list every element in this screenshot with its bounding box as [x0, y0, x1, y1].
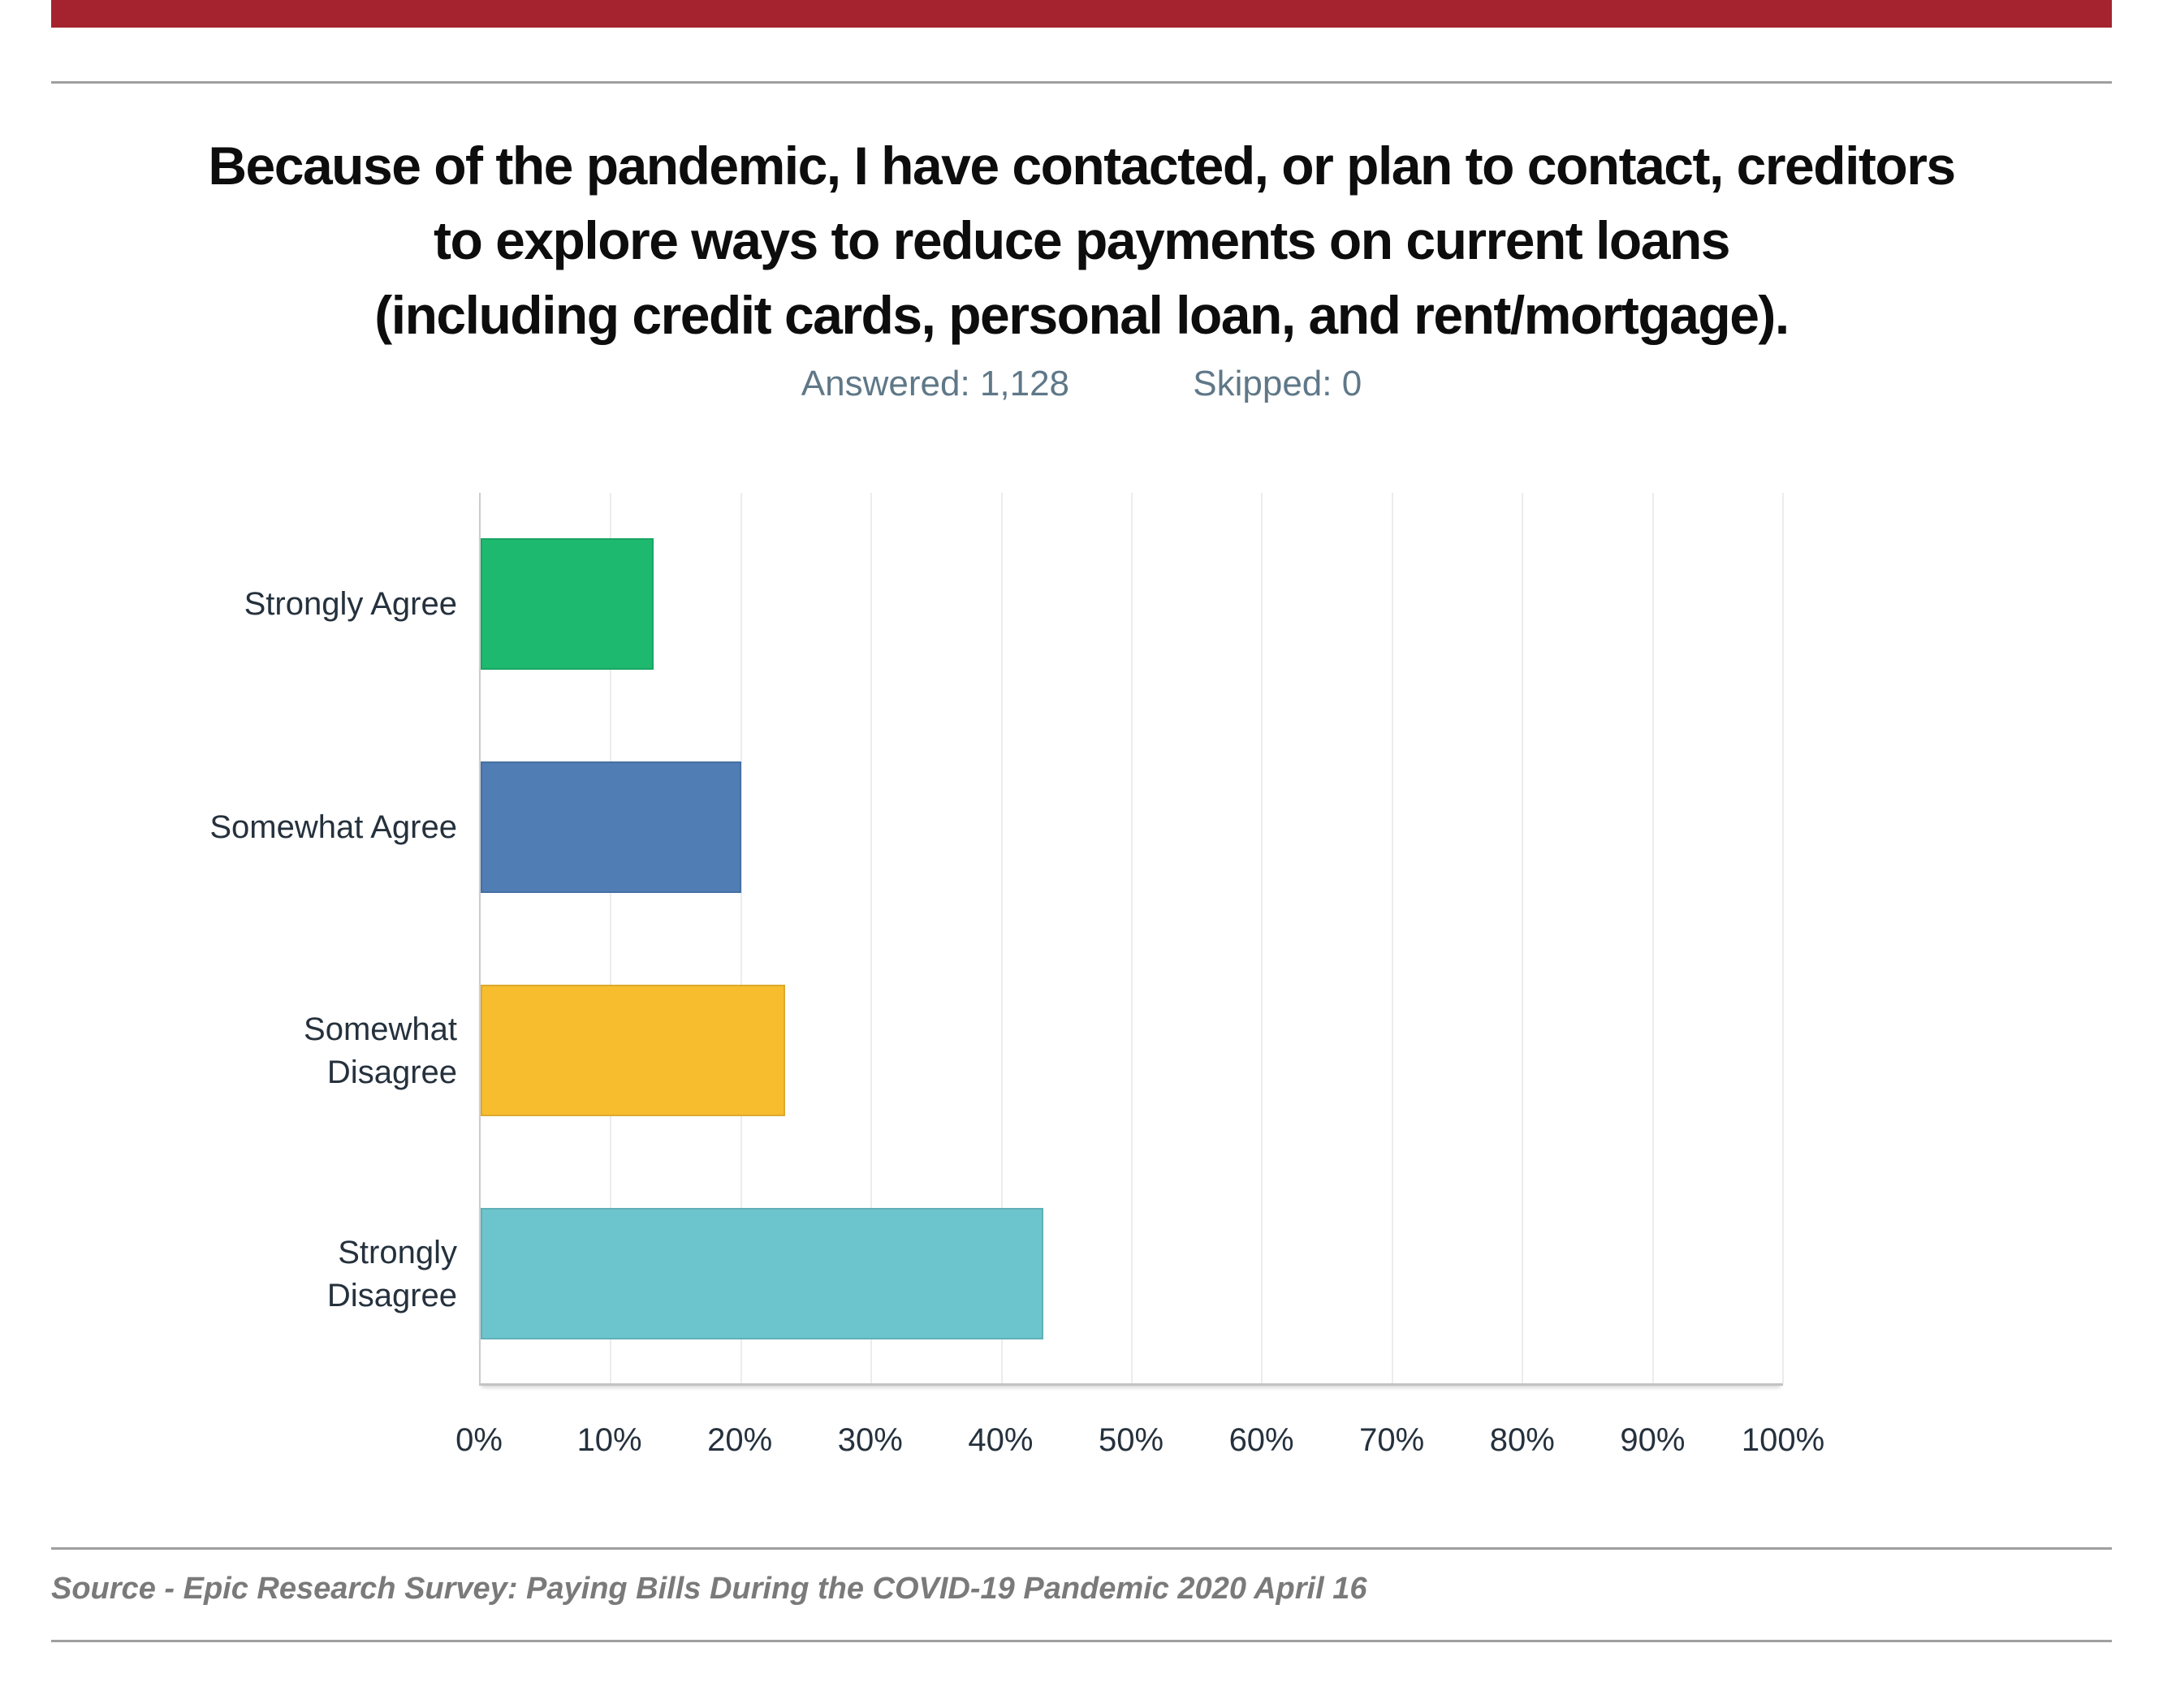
- gridline-20-: [740, 493, 742, 1383]
- gridline-80-: [1522, 493, 1524, 1383]
- x-tick-100-: 100%: [1741, 1422, 1825, 1458]
- x-tick-30-: 30%: [837, 1422, 903, 1458]
- bar-somewhat-agree: [481, 761, 741, 893]
- accent-bar: [51, 0, 2112, 28]
- bar-somewhat-disagree: [481, 985, 786, 1116]
- top-divider: [51, 81, 2112, 84]
- x-tick-60-: 60%: [1228, 1422, 1294, 1458]
- gridline-70-: [1391, 493, 1393, 1383]
- gridline-30-: [870, 493, 873, 1383]
- gridline-10-: [610, 493, 612, 1383]
- source-text: Source - Epic Research Survey: Paying Bi…: [51, 1572, 1367, 1606]
- x-tick-70-: 70%: [1359, 1422, 1425, 1458]
- category-label-strongly-agree: Strongly Agree: [51, 493, 457, 716]
- gridline-60-: [1261, 493, 1263, 1383]
- answered-count: Answered: 1,128: [801, 364, 1070, 403]
- x-tick-40-: 40%: [968, 1422, 1034, 1458]
- category-label-line: Strongly Agree: [244, 586, 457, 622]
- category-label-line: Strongly: [338, 1234, 457, 1270]
- bar-strongly-agree: [481, 538, 654, 670]
- x-tick-90-: 90%: [1620, 1422, 1686, 1458]
- bar-strongly-disagree: [481, 1208, 1043, 1339]
- footer-divider-lower: [51, 1640, 2112, 1642]
- x-tick-10-: 10%: [576, 1422, 642, 1458]
- x-tick-20-: 20%: [707, 1422, 773, 1458]
- response-meta: Answered: 1,128 Skipped: 0: [0, 364, 2163, 404]
- x-tick-50-: 50%: [1098, 1422, 1164, 1458]
- category-label-line: Disagree: [326, 1277, 457, 1313]
- x-tick-80-: 80%: [1489, 1422, 1555, 1458]
- category-label-somewhat-disagree: Somewhat Disagree: [51, 939, 457, 1162]
- gridline-40-: [1000, 493, 1003, 1383]
- title-line-1: Because of the pandemic, I have contacte…: [208, 136, 1956, 196]
- category-label-line: Disagree: [326, 1054, 457, 1090]
- footer-divider-upper: [51, 1547, 2112, 1550]
- y-axis-category-labels: Strongly Agree Somewhat Agree Somewhat Disa…: [51, 493, 457, 1386]
- x-axis-ticks: 0% 10% 20% 30% 40% 50% 60% 70% 80% 90% 100%: [455, 1422, 1824, 1471]
- gridline-100-: [1782, 493, 1784, 1383]
- skipped-count: Skipped: 0: [1193, 364, 1362, 403]
- gridline-90-: [1651, 493, 1654, 1383]
- x-tick-0-: 0%: [455, 1422, 503, 1458]
- title-line-2: to explore ways to reduce payments on cu…: [434, 210, 1730, 270]
- page-title: Because of the pandemic, I have contacte…: [51, 128, 2112, 352]
- title-line-3: (including credit cards, personal loan, …: [374, 285, 1790, 345]
- category-label-somewhat-agree: Somewhat Agree: [51, 716, 457, 939]
- gridline-50-: [1131, 493, 1133, 1383]
- plot-area: [479, 493, 1784, 1386]
- category-label-line: Somewhat: [304, 1011, 457, 1047]
- category-label-line: Somewhat Agree: [209, 809, 457, 845]
- category-label-strongly-disagree: Strongly Disagree: [51, 1162, 457, 1386]
